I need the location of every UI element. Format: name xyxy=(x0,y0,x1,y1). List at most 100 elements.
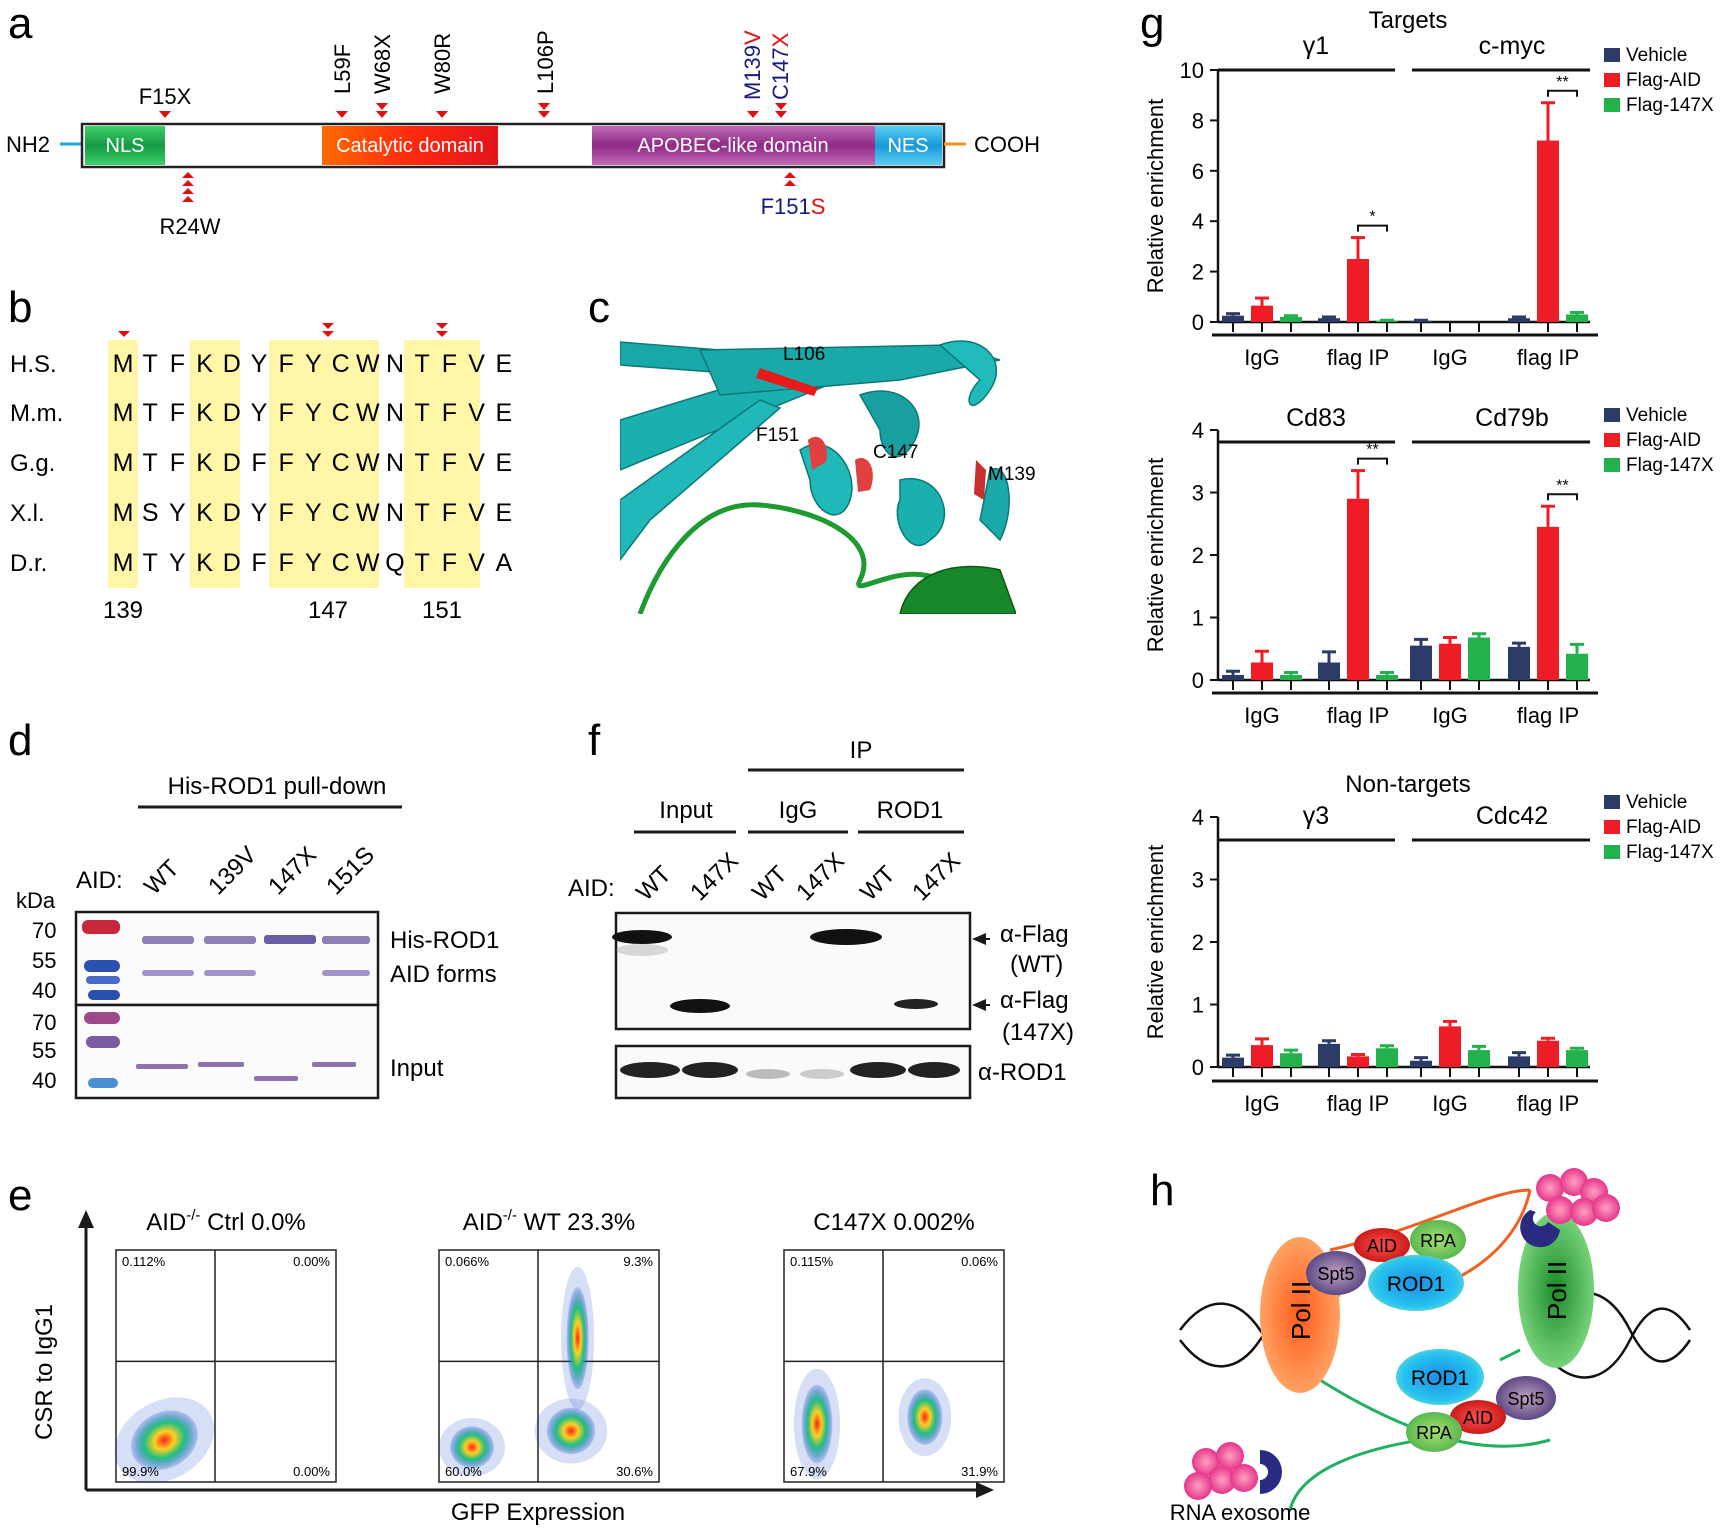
significance-mark: ** xyxy=(1556,477,1568,494)
panel-b-sequence-alignment: H.S. M T F K D Y F Y C W N T F V EM.m. M T F K D Y F Y C W N T F V EG.… xyxy=(10,323,512,624)
y-axis-label: Relative enrichment xyxy=(1143,458,1168,652)
ip-label: IP xyxy=(850,737,873,764)
residue: Y xyxy=(251,499,268,527)
residue: T xyxy=(415,549,430,577)
category-label: flag IP xyxy=(1327,345,1389,370)
residue: E xyxy=(495,499,512,527)
species-label: G.g. xyxy=(10,450,55,477)
bar xyxy=(1318,1043,1340,1067)
lane-f-4: 147X xyxy=(791,848,850,907)
bar xyxy=(1537,526,1559,680)
residue: M xyxy=(113,399,134,427)
pol2-right xyxy=(1518,1212,1594,1368)
residue: T xyxy=(415,399,430,427)
label-147x: (147X) xyxy=(1002,1019,1074,1046)
residue: V xyxy=(468,449,485,477)
rod1-bottom-label: ROD1 xyxy=(1411,1367,1469,1390)
species-label: H.S. xyxy=(10,351,57,378)
legend-swatch xyxy=(1604,458,1620,472)
residue: C xyxy=(332,399,350,427)
residue: F xyxy=(170,399,185,427)
residue: E xyxy=(495,399,512,427)
band-aid-forms: AID forms xyxy=(390,961,497,988)
lane-f-6: 147X xyxy=(907,848,966,907)
group-input: Input xyxy=(659,797,713,824)
group-label: Cdc42 xyxy=(1476,802,1548,830)
panel-letter-d: d xyxy=(8,716,32,765)
bar xyxy=(1468,1050,1490,1067)
residue: S xyxy=(142,499,159,527)
residue: Y xyxy=(305,499,322,527)
y-tick-label: 3 xyxy=(1192,481,1204,506)
chart-title: Non-targets xyxy=(1345,771,1470,798)
residue: F xyxy=(442,399,457,427)
mutation-r24w: R24W xyxy=(159,214,220,239)
gel-input xyxy=(74,1003,380,1100)
legend-label: Flag-AID xyxy=(1626,817,1701,838)
residue: K xyxy=(196,350,213,378)
gel-pulldown xyxy=(74,910,380,1007)
residue: T xyxy=(415,449,430,477)
residue: Y xyxy=(305,449,322,477)
legend-swatch xyxy=(1604,845,1620,859)
panel-d-pulldown-gel: His-ROD1 pull-down AID: WT 139V 147X 151… xyxy=(16,773,499,1100)
bar-chart-1: Targets γ1 c-myc 0 2 4 6 8 10 Relative enrichment… xyxy=(1143,7,1714,370)
residue: K xyxy=(196,499,213,527)
rna-exosome-label: RNA exosome xyxy=(1170,1500,1311,1525)
aid-label-d: AID: xyxy=(76,867,123,894)
y-tick-label: 10 xyxy=(1180,58,1204,83)
bar xyxy=(1280,316,1302,322)
legend-swatch xyxy=(1604,48,1620,62)
significance-mark: ** xyxy=(1556,74,1568,91)
legend-swatch xyxy=(1604,795,1620,809)
residue: K xyxy=(196,449,213,477)
bar xyxy=(1439,643,1461,680)
structure-label-l106: L106 xyxy=(783,344,825,365)
flow-plot-title: AID-/- WT 23.3% xyxy=(463,1207,635,1236)
residue: F xyxy=(170,350,185,378)
lane-f-5: WT xyxy=(855,861,901,907)
quadrant-value: 0.00% xyxy=(293,1464,330,1479)
residue: T xyxy=(143,350,158,378)
bar xyxy=(1410,645,1432,680)
residue: T xyxy=(415,350,430,378)
bar xyxy=(1222,1057,1244,1067)
flow-xlabel: GFP Expression xyxy=(451,1499,625,1526)
bar xyxy=(1376,1048,1398,1067)
cooh-label: COOH xyxy=(974,132,1040,157)
mutation-l106p: L106P xyxy=(533,30,558,94)
panel-a-domain-diagram: NH2 COOH NLS Catalytic domain APOBEC-lik… xyxy=(6,30,1040,239)
legend-swatch xyxy=(1604,408,1620,422)
residue: F xyxy=(251,449,266,477)
residue: N xyxy=(386,499,404,527)
residue: F xyxy=(279,549,294,577)
structure-label-c147: C147 xyxy=(873,442,918,463)
nh2-label: NH2 xyxy=(6,132,50,157)
flow-plot-title: C147X 0.002% xyxy=(813,1209,974,1236)
catalytic-label: Catalytic domain xyxy=(336,135,484,157)
bar xyxy=(1508,318,1530,322)
bar xyxy=(1280,675,1302,680)
residue: W xyxy=(356,549,380,577)
residue: M xyxy=(113,549,134,577)
significance-mark: * xyxy=(1369,209,1375,226)
bar xyxy=(1251,305,1273,322)
legend-label: Flag-147X xyxy=(1626,455,1714,476)
structure-label-f151: F151 xyxy=(756,425,799,446)
bar-chart-2: Cd83 Cd79b 0 1 2 3 4 Relative enrichment IgG flag… xyxy=(1143,404,1714,728)
residue: E xyxy=(495,449,512,477)
quadrant-value: 60.0% xyxy=(445,1464,482,1479)
aid-top-label: AID xyxy=(1367,1236,1397,1256)
group-label: γ1 xyxy=(1303,32,1329,60)
residue: T xyxy=(143,399,158,427)
residue: V xyxy=(468,499,485,527)
legend-label: Flag-147X xyxy=(1626,842,1714,863)
residue: C xyxy=(332,449,350,477)
y-tick-label: 0 xyxy=(1192,1055,1204,1080)
spt5-top xyxy=(1306,1251,1366,1295)
legend-swatch xyxy=(1604,73,1620,87)
residue: K xyxy=(196,549,213,577)
residue-position: 151 xyxy=(422,597,462,624)
bar xyxy=(1251,1045,1273,1067)
